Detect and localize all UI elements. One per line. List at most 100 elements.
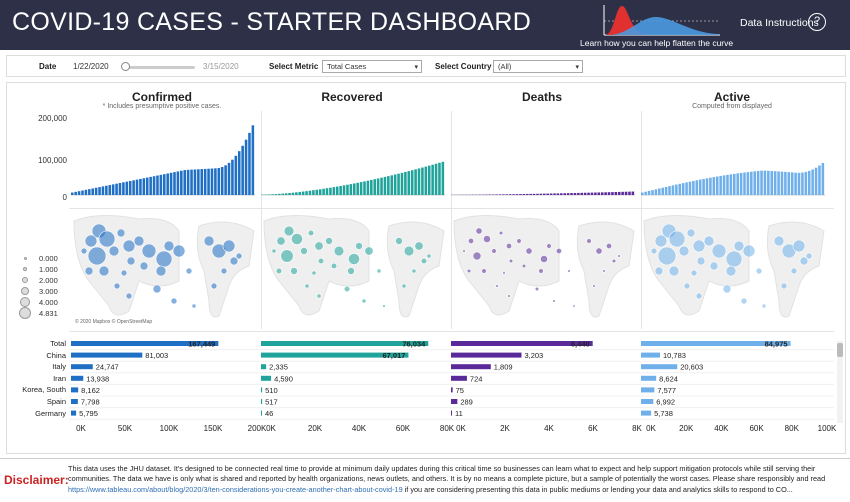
deaths-timeline-bar[interactable]	[508, 194, 512, 195]
recovered-bar[interactable]	[261, 352, 409, 358]
recovered-map-bubble[interactable]	[330, 262, 338, 270]
recovered-map-bubble[interactable]	[283, 225, 295, 237]
deaths-timeline-bar[interactable]	[549, 193, 553, 195]
confirmed-timeline-bar[interactable]	[166, 173, 169, 195]
confirmed-timeline-bar[interactable]	[234, 155, 238, 195]
deaths-timeline-bar[interactable]	[614, 192, 618, 195]
active-timeline-bar[interactable]	[712, 177, 716, 195]
active-map-bubble[interactable]	[650, 247, 658, 255]
active-bar[interactable]	[641, 375, 657, 381]
deaths-map-bubble[interactable]	[525, 247, 533, 255]
active-timeline-bar[interactable]	[641, 192, 644, 195]
active-timeline-bar[interactable]	[695, 180, 699, 195]
active-timeline-bar[interactable]	[804, 171, 808, 195]
deaths-map-bubble[interactable]	[508, 258, 514, 264]
deaths-bar[interactable]	[451, 341, 593, 346]
country-row-label[interactable]: Total	[50, 339, 66, 348]
confirmed-timeline-bar[interactable]	[81, 190, 84, 195]
confirmed-timeline-bar[interactable]	[145, 177, 149, 195]
recovered-timeline-bar[interactable]	[431, 164, 434, 195]
active-timeline-bar[interactable]	[661, 187, 664, 195]
recovered-map-bubble[interactable]	[403, 245, 415, 257]
confirmed-timeline-bar[interactable]	[169, 172, 173, 195]
active-bar[interactable]	[641, 364, 678, 370]
active-timeline-bar[interactable]	[773, 171, 777, 195]
confirmed-map-bubble[interactable]	[133, 235, 145, 247]
active-map-bubble[interactable]	[725, 265, 737, 277]
recovered-map-bubble[interactable]	[271, 248, 277, 254]
deaths-timeline-bar[interactable]	[560, 193, 563, 195]
confirmed-timeline-bar[interactable]	[190, 169, 193, 195]
confirmed-timeline-bar[interactable]	[241, 145, 244, 195]
recovered-timeline-bar[interactable]	[281, 193, 284, 195]
deaths-timeline-bar[interactable]	[611, 192, 614, 195]
deaths-timeline-bar[interactable]	[539, 193, 543, 195]
active-timeline-bar[interactable]	[739, 172, 743, 195]
confirmed-map-bubble[interactable]	[84, 266, 94, 276]
active-timeline-bar[interactable]	[685, 182, 688, 195]
deaths-map-bubble[interactable]	[462, 249, 466, 253]
deaths-timeline-bar[interactable]	[553, 193, 556, 195]
deaths-timeline-bar[interactable]	[563, 193, 566, 195]
active-timeline-bar[interactable]	[698, 179, 702, 195]
deaths-map-bubble[interactable]	[602, 269, 606, 273]
active-map-bubble[interactable]	[742, 244, 756, 258]
recovered-map-bubble[interactable]	[333, 245, 345, 257]
active-timeline-bar[interactable]	[811, 169, 814, 195]
deaths-map-bubble[interactable]	[572, 304, 576, 308]
confirmed-bar[interactable]	[71, 410, 77, 416]
deaths-bar[interactable]	[451, 410, 452, 416]
active-timeline-bar[interactable]	[770, 170, 774, 195]
recovered-timeline-bar[interactable]	[308, 190, 312, 195]
recovered-timeline-bar[interactable]	[332, 187, 336, 195]
recovered-timeline-bar[interactable]	[383, 176, 387, 195]
recovered-timeline-bar[interactable]	[291, 192, 295, 195]
confirmed-timeline-bar[interactable]	[94, 187, 98, 195]
active-timeline-bar[interactable]	[729, 174, 733, 195]
confirmed-timeline-bar[interactable]	[128, 180, 132, 195]
deaths-map-bubble[interactable]	[538, 268, 544, 274]
active-timeline-bar[interactable]	[681, 183, 685, 195]
deaths-map-bubble[interactable]	[617, 254, 621, 258]
recovered-map-bubble[interactable]	[395, 237, 403, 245]
deaths-timeline-bar[interactable]	[617, 191, 621, 195]
active-timeline-bar[interactable]	[709, 177, 712, 195]
active-map-bubble[interactable]	[654, 266, 664, 276]
deaths-map-bubble[interactable]	[507, 294, 511, 298]
confirmed-timeline-bar[interactable]	[149, 176, 152, 195]
active-timeline-bar[interactable]	[814, 167, 818, 195]
active-timeline-bar[interactable]	[664, 186, 668, 195]
confirmed-timeline-bar[interactable]	[224, 165, 227, 195]
confirmed-timeline-bar[interactable]	[220, 167, 224, 195]
recovered-timeline-bar[interactable]	[424, 166, 428, 195]
active-map[interactable]	[643, 214, 825, 318]
active-timeline-bar[interactable]	[688, 181, 692, 195]
recovered-timeline-bar[interactable]	[335, 186, 339, 195]
deaths-map-bubble[interactable]	[505, 242, 512, 249]
confirmed-bar[interactable]	[71, 364, 93, 370]
confirmed-timeline-bar[interactable]	[183, 170, 186, 195]
confirmed-map-bubble[interactable]	[122, 239, 136, 253]
deaths-timeline-bar[interactable]	[532, 193, 536, 195]
country-row-label[interactable]: Italy	[52, 362, 66, 372]
deaths-map-bubble[interactable]	[467, 237, 474, 244]
active-timeline-bar[interactable]	[801, 172, 804, 195]
deaths-timeline-bar[interactable]	[594, 192, 597, 195]
recovered-map[interactable]	[263, 214, 445, 318]
active-map-bubble[interactable]	[761, 303, 767, 309]
confirmed-map-bubble[interactable]	[98, 265, 110, 277]
active-timeline-bar[interactable]	[644, 191, 647, 195]
deaths-map-bubble[interactable]	[466, 268, 472, 274]
confirmed-timeline-bar[interactable]	[142, 178, 146, 195]
confirmed-timeline-bar[interactable]	[231, 159, 234, 195]
recovered-bar[interactable]	[261, 410, 262, 416]
confirmed-timeline-bar[interactable]	[200, 169, 204, 195]
confirmed-map-bubble[interactable]	[113, 282, 121, 290]
confirmed-timeline-bar[interactable]	[101, 186, 105, 195]
recovered-timeline-bar[interactable]	[441, 161, 445, 195]
recovered-timeline-bar[interactable]	[376, 178, 380, 195]
confirmed-timeline-bar[interactable]	[125, 181, 129, 195]
confirmed-timeline-bar[interactable]	[77, 191, 81, 195]
recovered-bar[interactable]	[261, 399, 263, 404]
confirmed-timeline-bar[interactable]	[115, 183, 118, 195]
